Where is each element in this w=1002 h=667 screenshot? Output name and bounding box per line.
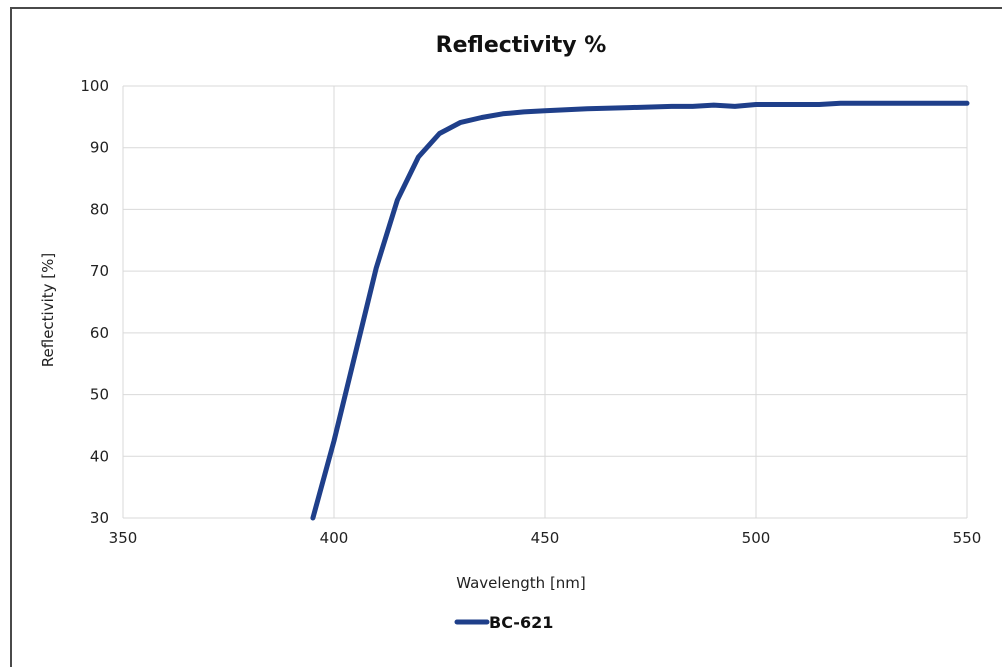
y-tick-label-30: 30 — [90, 509, 109, 527]
series-layer — [310, 100, 970, 521]
y-axis-label: Reflectivity [%] — [39, 253, 57, 367]
y-tick-label-100: 100 — [80, 77, 109, 95]
series-line-bc-621 — [310, 100, 970, 521]
legend-label-bc-621: BC-621 — [489, 613, 553, 632]
y-axis-ticks: 30 40 50 60 70 80 90 100 — [80, 77, 109, 527]
chart-frame — [10, 7, 1002, 667]
y-tick-label-40: 40 — [90, 447, 109, 465]
y-tick-label-90: 90 — [90, 139, 109, 157]
x-tick-label-450: 450 — [531, 529, 560, 547]
x-tick-label-350: 350 — [109, 529, 138, 547]
chart-title: Reflectivity % — [436, 33, 607, 58]
x-axis-label: Wavelength [nm] — [456, 574, 586, 592]
legend: BC-621 — [454, 613, 553, 632]
y-tick-label-60: 60 — [90, 324, 109, 342]
x-tick-label-500: 500 — [742, 529, 771, 547]
y-tick-label-80: 80 — [90, 200, 109, 218]
y-tick-label-70: 70 — [90, 262, 109, 280]
x-tick-label-400: 400 — [320, 529, 349, 547]
x-tick-label-550: 550 — [953, 529, 982, 547]
y-tick-label-50: 50 — [90, 386, 109, 404]
grid-lines — [122, 85, 968, 519]
x-axis-ticks: 350 400 450 500 550 — [109, 529, 982, 547]
